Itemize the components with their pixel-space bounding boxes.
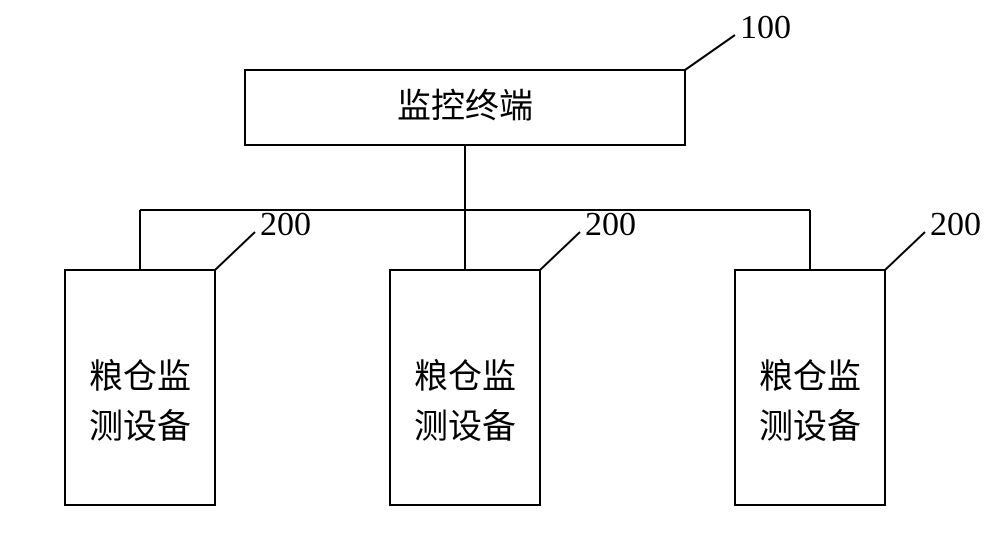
monitoring-terminal-label: 监控终端 xyxy=(397,87,533,125)
connector-branches xyxy=(140,210,810,270)
device-box-1: 粮仓监测设备 xyxy=(65,270,215,505)
ref-leader-200-1 xyxy=(215,232,255,270)
device-box-label-line1: 粮仓监 xyxy=(414,358,516,396)
device-box-3: 粮仓监测设备 xyxy=(735,270,885,505)
device-box-label-line2: 测设备 xyxy=(89,408,191,446)
device-box-label-line2: 测设备 xyxy=(759,408,861,446)
ref-leader-200-2 xyxy=(540,232,580,270)
ref-number-200-1: 200 xyxy=(260,206,311,243)
ref-numbers-200: 200 200 200 xyxy=(215,206,981,270)
device-box-2: 粮仓监测设备 xyxy=(390,270,540,505)
block-diagram: 监控终端 100 粮仓监测设备粮仓监测设备粮仓监测设备 200200200 xyxy=(0,0,1000,550)
ref-number-200-2: 200 xyxy=(585,206,636,243)
ref-leader-100 xyxy=(685,35,735,70)
ref-leader-200-3 xyxy=(885,232,925,270)
device-box-label-line2: 测设备 xyxy=(414,408,516,446)
device-box-label-line1: 粮仓监 xyxy=(89,358,191,396)
device-boxes: 粮仓监测设备粮仓监测设备粮仓监测设备 xyxy=(65,270,885,505)
ref-number-100: 100 xyxy=(740,9,791,46)
ref-number-200-3: 200 xyxy=(930,206,981,243)
device-box-label-line1: 粮仓监 xyxy=(759,358,861,396)
